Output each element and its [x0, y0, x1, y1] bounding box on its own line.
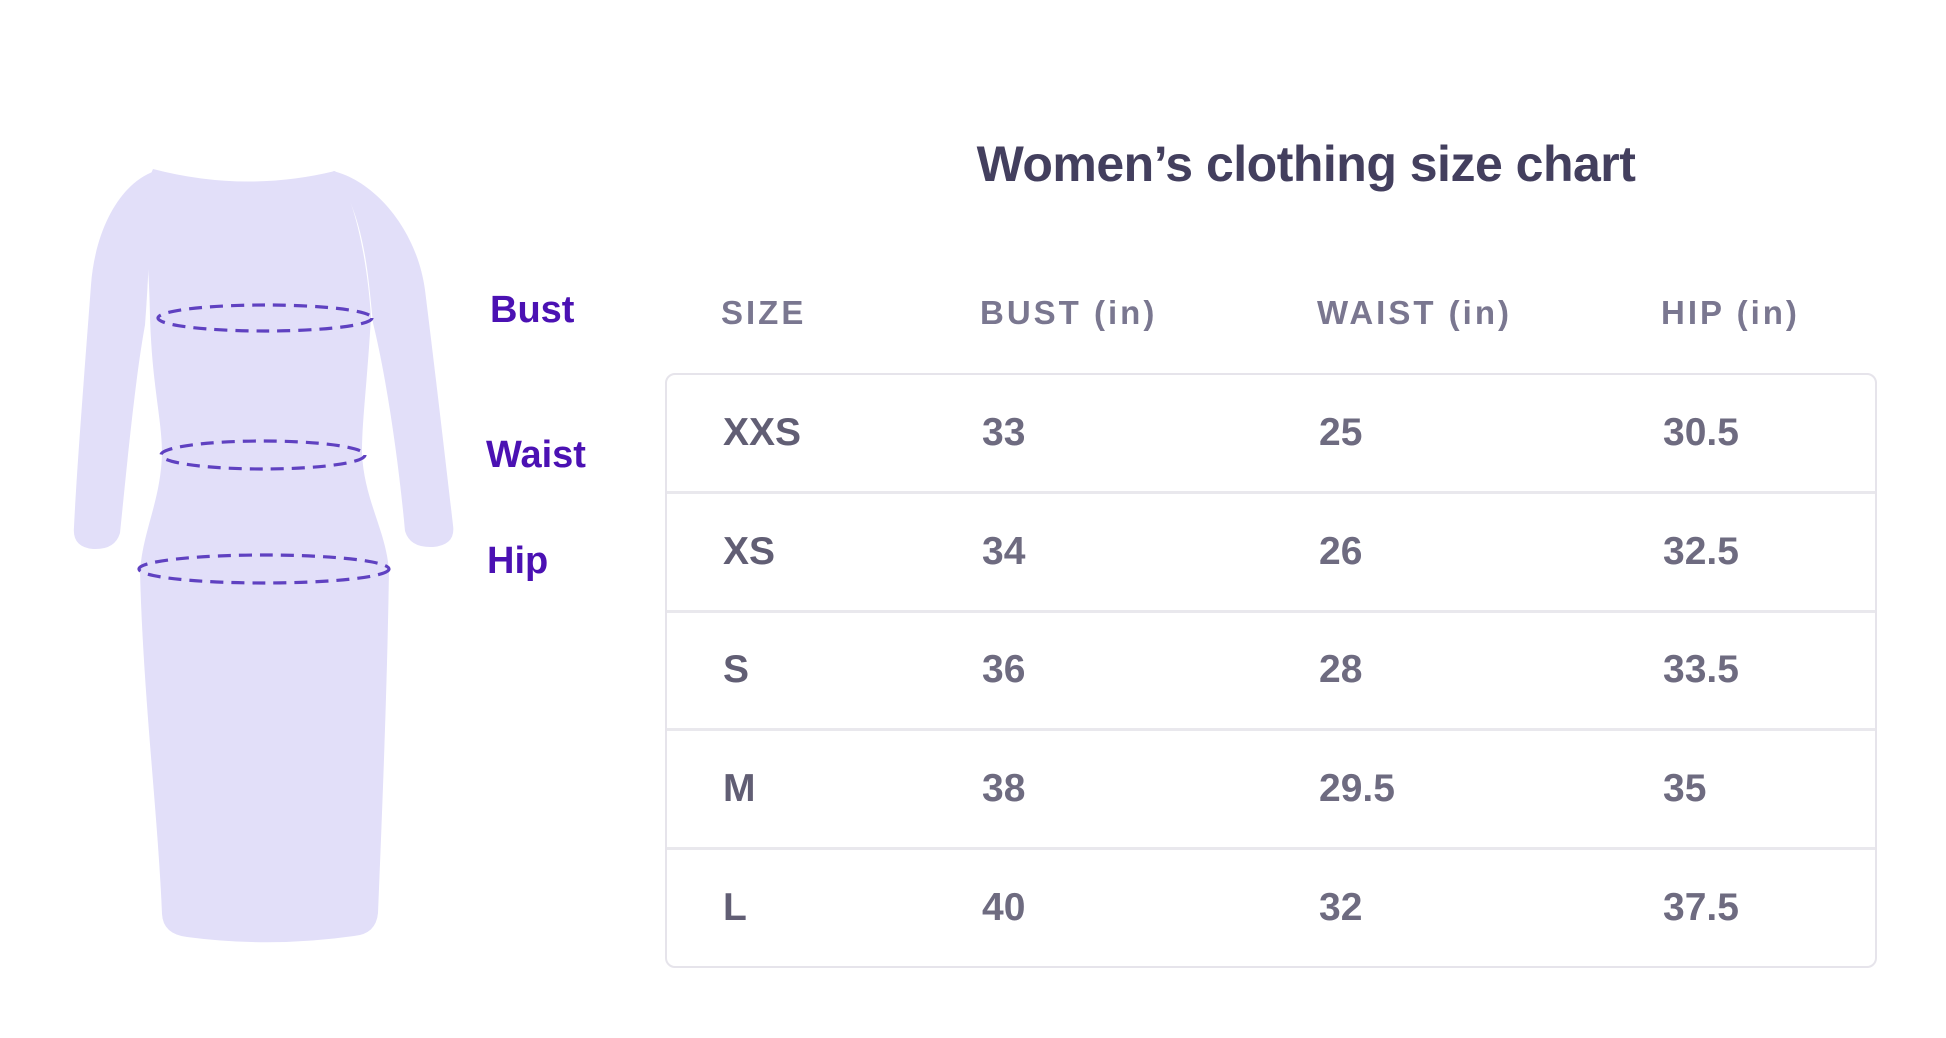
cell-waist: 28 [1319, 648, 1363, 692]
cell-waist: 29.5 [1319, 767, 1395, 811]
cell-waist: 32 [1319, 886, 1363, 930]
table-row-m: M 38 29.5 35 [667, 728, 1875, 847]
table-row-s: S 36 28 33.5 [667, 609, 1875, 729]
cell-size: L [723, 886, 747, 930]
cell-bust: 34 [982, 529, 1026, 573]
cell-size: M [723, 767, 756, 811]
column-header-hip: HIP (in) [1661, 294, 1800, 331]
size-table: XXS 33 25 30.5 XS 34 26 32.5 S 36 28 33.… [665, 373, 1877, 968]
waist-label: Waist [486, 434, 586, 476]
cell-waist: 26 [1319, 529, 1363, 573]
bust-measure-ellipse [156, 303, 374, 333]
table-row-xxs: XXS 33 25 30.5 [667, 375, 1875, 491]
cell-waist: 25 [1319, 410, 1363, 454]
table-header-row: SIZE BUST (in) WAIST (in) HIP (in) [665, 293, 1877, 333]
cell-hip: 33.5 [1663, 648, 1739, 692]
cell-hip: 35 [1663, 767, 1707, 811]
cell-hip: 30.5 [1663, 410, 1739, 454]
cell-bust: 40 [982, 886, 1026, 930]
table-row-l: L 40 32 37.5 [667, 847, 1875, 966]
column-header-waist: WAIST (in) [1317, 294, 1512, 331]
waist-measure-ellipse [159, 439, 367, 471]
dress-illustration [73, 169, 454, 943]
cell-bust: 33 [982, 410, 1026, 454]
cell-size: XS [723, 529, 776, 573]
page-title: Women’s clothing size chart [976, 136, 1636, 192]
cell-hip: 32.5 [1663, 529, 1739, 573]
table-row-xs: XS 34 26 32.5 [667, 490, 1875, 610]
cell-hip: 37.5 [1663, 886, 1739, 930]
cell-size: S [723, 648, 750, 692]
hip-measure-ellipse [137, 553, 391, 585]
hip-label: Hip [487, 540, 549, 582]
bust-label: Bust [490, 289, 575, 331]
cell-bust: 36 [982, 648, 1026, 692]
column-header-bust: BUST (in) [980, 294, 1158, 331]
column-header-size: SIZE [721, 294, 807, 331]
dress-right-sleeve [333, 171, 454, 548]
cell-bust: 38 [982, 767, 1026, 811]
dress-left-sleeve [73, 171, 155, 550]
cell-size: XXS [723, 410, 802, 454]
